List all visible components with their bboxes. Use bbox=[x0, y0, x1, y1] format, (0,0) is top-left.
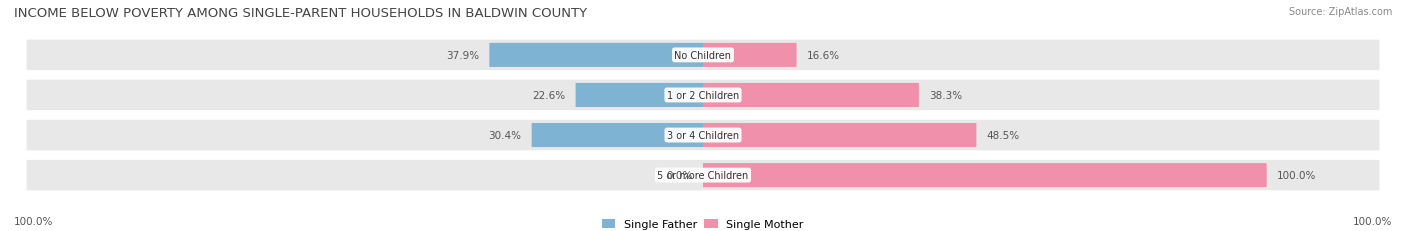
FancyBboxPatch shape bbox=[27, 160, 1379, 191]
Text: 30.4%: 30.4% bbox=[489, 131, 522, 140]
FancyBboxPatch shape bbox=[575, 84, 703, 107]
Text: No Children: No Children bbox=[675, 51, 731, 61]
FancyBboxPatch shape bbox=[703, 163, 1267, 187]
Text: 3 or 4 Children: 3 or 4 Children bbox=[666, 131, 740, 140]
Text: 5 or more Children: 5 or more Children bbox=[658, 170, 748, 180]
Text: 100.0%: 100.0% bbox=[14, 216, 53, 226]
Text: 48.5%: 48.5% bbox=[987, 131, 1019, 140]
FancyBboxPatch shape bbox=[703, 44, 797, 68]
FancyBboxPatch shape bbox=[27, 40, 1379, 71]
Text: 22.6%: 22.6% bbox=[533, 91, 565, 100]
Text: 16.6%: 16.6% bbox=[807, 51, 839, 61]
Legend: Single Father, Single Mother: Single Father, Single Mother bbox=[602, 219, 804, 229]
Text: 37.9%: 37.9% bbox=[446, 51, 479, 61]
Text: INCOME BELOW POVERTY AMONG SINGLE-PARENT HOUSEHOLDS IN BALDWIN COUNTY: INCOME BELOW POVERTY AMONG SINGLE-PARENT… bbox=[14, 7, 588, 20]
Text: 100.0%: 100.0% bbox=[1353, 216, 1392, 226]
FancyBboxPatch shape bbox=[27, 120, 1379, 151]
FancyBboxPatch shape bbox=[531, 124, 703, 147]
FancyBboxPatch shape bbox=[489, 44, 703, 68]
Text: 1 or 2 Children: 1 or 2 Children bbox=[666, 91, 740, 100]
Text: Source: ZipAtlas.com: Source: ZipAtlas.com bbox=[1288, 7, 1392, 17]
Text: 100.0%: 100.0% bbox=[1277, 170, 1316, 180]
FancyBboxPatch shape bbox=[703, 84, 920, 107]
FancyBboxPatch shape bbox=[703, 124, 976, 147]
FancyBboxPatch shape bbox=[27, 80, 1379, 111]
Text: 38.3%: 38.3% bbox=[929, 91, 962, 100]
Text: 0.0%: 0.0% bbox=[666, 170, 693, 180]
